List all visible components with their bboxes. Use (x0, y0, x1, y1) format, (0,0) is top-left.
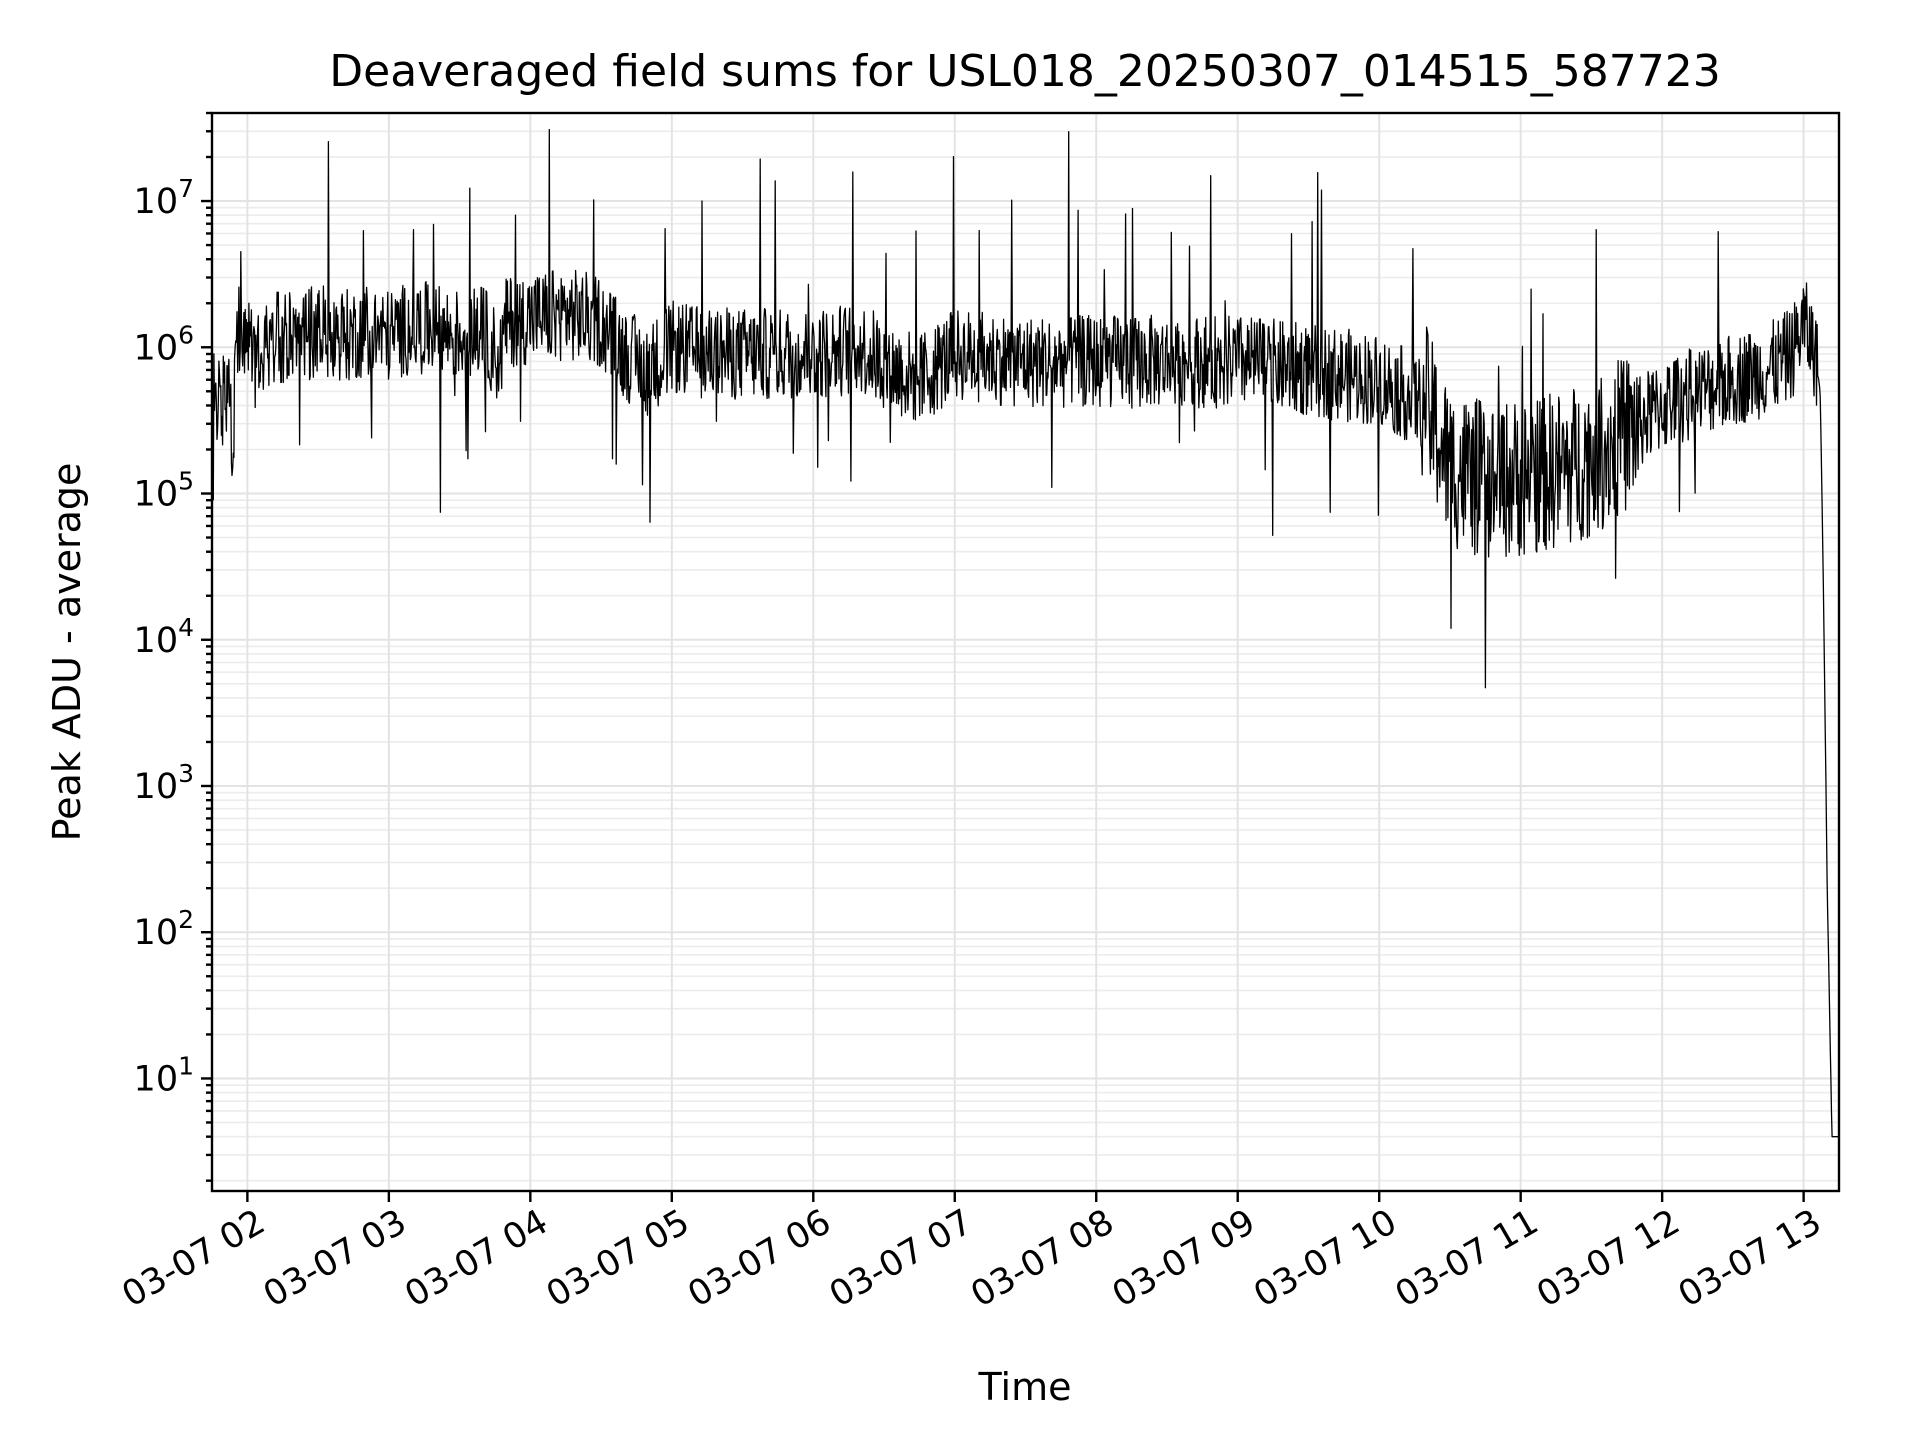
y-tick-label: 106 (134, 320, 194, 368)
y-tick-label: 103 (134, 759, 194, 807)
y-tick-label: 105 (134, 467, 194, 515)
grid (212, 112, 1839, 1191)
chart-title: Deaveraged field sums for USL018_2025030… (329, 46, 1721, 97)
plot-frame (210, 111, 1841, 1193)
x-axis-label: Time (978, 1365, 1072, 1409)
y-tick-label: 101 (134, 1051, 194, 1099)
y-tick-label: 102 (134, 905, 194, 953)
y-axis: 101 102 103 104 105 106 107 (134, 111, 212, 1182)
y-tick-label: 107 (134, 174, 194, 222)
series-line (211, 128, 1840, 1138)
y-axis-label: Peak ADU - average (45, 463, 89, 842)
y-tick-label: 104 (134, 613, 194, 661)
